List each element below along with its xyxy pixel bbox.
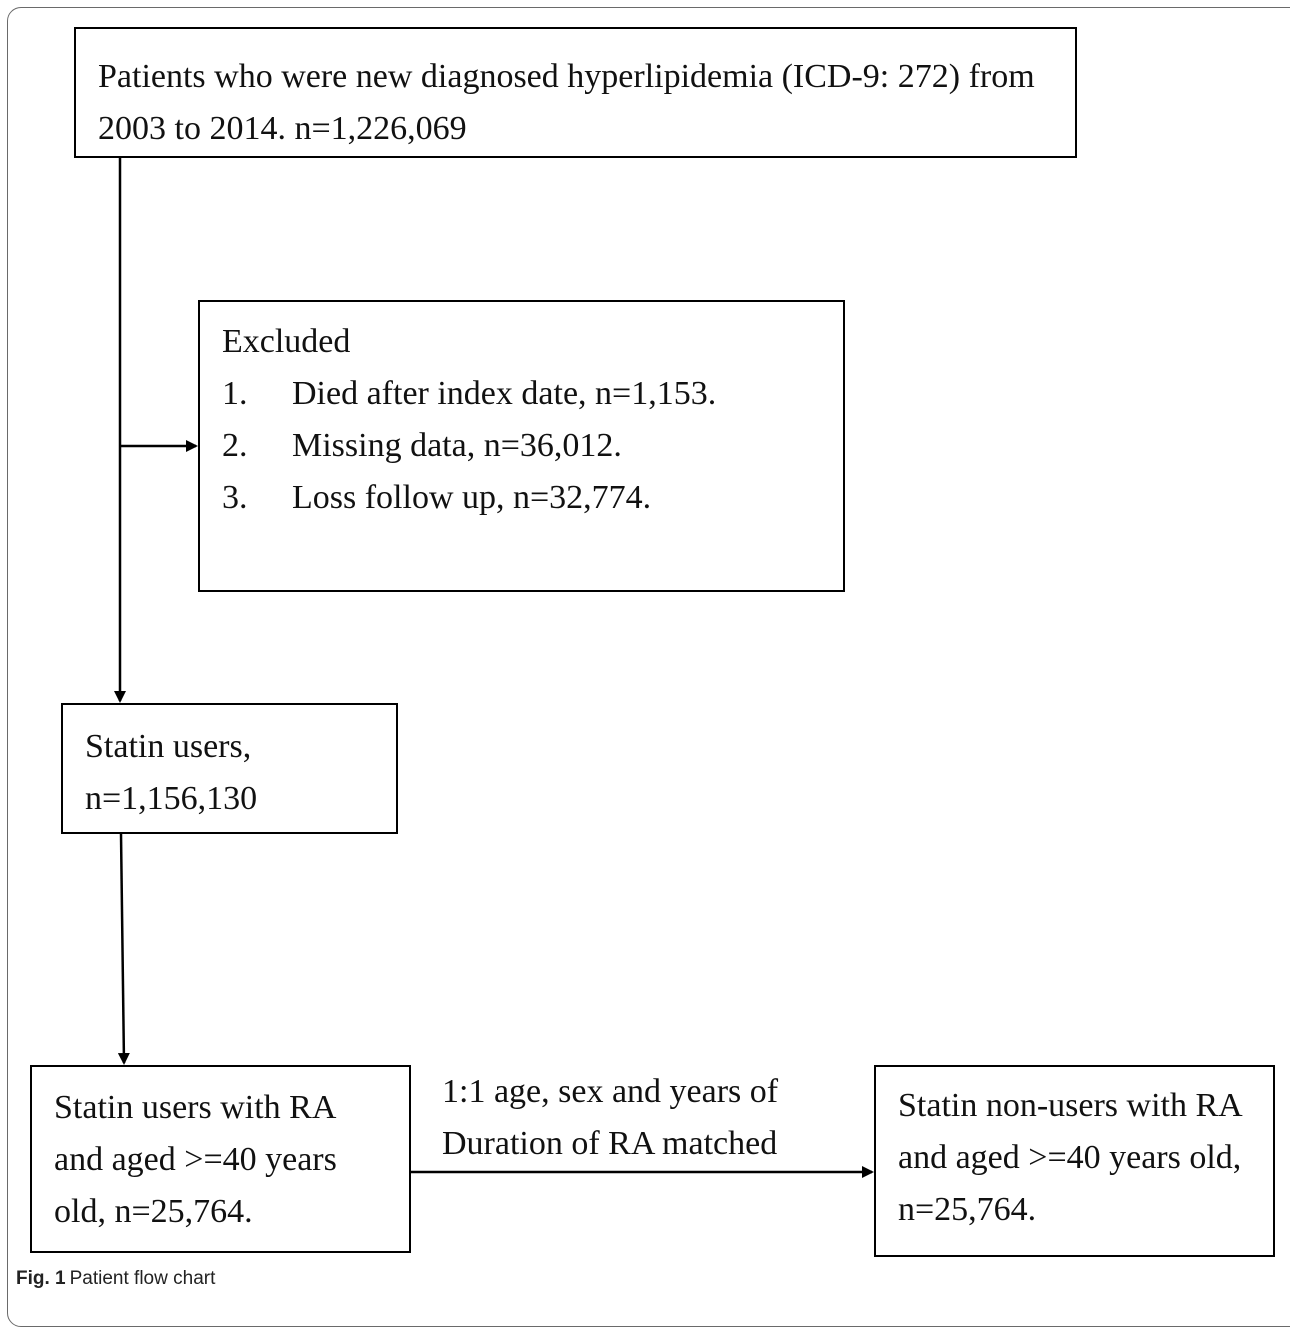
- box-excluded: Excluded 1. Died after index date, n=1,15…: [198, 300, 845, 592]
- excluded-title: Excluded: [222, 323, 351, 360]
- box-statin-users-line-2: n=1,156,130: [85, 780, 258, 817]
- box-statin-users-ra-line-1: Statin users with RA: [54, 1089, 337, 1126]
- figure-caption-prefix: Fig. 1: [16, 1268, 66, 1289]
- excluded-item: 2. Missing data, n=36,012.: [222, 420, 843, 472]
- box-statin-nonusers-ra-line-2: and aged >=40 years old,: [898, 1139, 1242, 1176]
- box-statin-nonusers-ra-line-1: Statin non-users with RA: [898, 1087, 1243, 1124]
- excluded-item: 1. Died after index date, n=1,153.: [222, 368, 843, 420]
- excluded-item-text: Died after index date, n=1,153.: [292, 375, 717, 412]
- box-statin-users-ra-line-3: old, n=25,764.: [54, 1193, 253, 1230]
- box-statin-users: Statin users, n=1,156,130: [61, 703, 398, 834]
- match-label: 1:1 age, sex and years of Duration of RA…: [442, 1066, 778, 1170]
- excluded-item: 3. Loss follow up, n=32,774.: [222, 472, 843, 524]
- box-statin-users-ra: Statin users with RA and aged >=40 years…: [30, 1065, 411, 1253]
- box-statin-nonusers-ra: Statin non-users with RA and aged >=40 y…: [874, 1065, 1275, 1257]
- box-statin-users-line-1: Statin users,: [85, 728, 252, 765]
- excluded-item-number: 1.: [222, 375, 248, 412]
- excluded-item-number: 3.: [222, 479, 248, 516]
- box-statin-nonusers-ra-line-3: n=25,764.: [898, 1191, 1037, 1228]
- box-initial-line-2: 2003 to 2014. n=1,226,069: [98, 110, 467, 147]
- figure-caption-text: Patient flow chart: [69, 1268, 216, 1289]
- box-initial-line-1: Patients who were new diagnosed hyperlip…: [98, 58, 1035, 95]
- box-initial-cohort: Patients who were new diagnosed hyperlip…: [74, 27, 1077, 158]
- excluded-item-number: 2.: [222, 427, 248, 464]
- flow-arrows: [114, 158, 874, 1178]
- box-statin-users-ra-line-2: and aged >=40 years: [54, 1141, 337, 1178]
- arrow-statin-users-to-ra: [117, 833, 130, 1065]
- figure-caption: Fig. 1 Patient flow chart: [16, 1268, 215, 1290]
- match-label-line-2: Duration of RA matched: [442, 1125, 778, 1162]
- match-label-line-1: 1:1 age, sex and years of: [442, 1073, 779, 1110]
- excluded-item-text: Loss follow up, n=32,774.: [292, 479, 652, 516]
- excluded-item-text: Missing data, n=36,012.: [292, 427, 622, 464]
